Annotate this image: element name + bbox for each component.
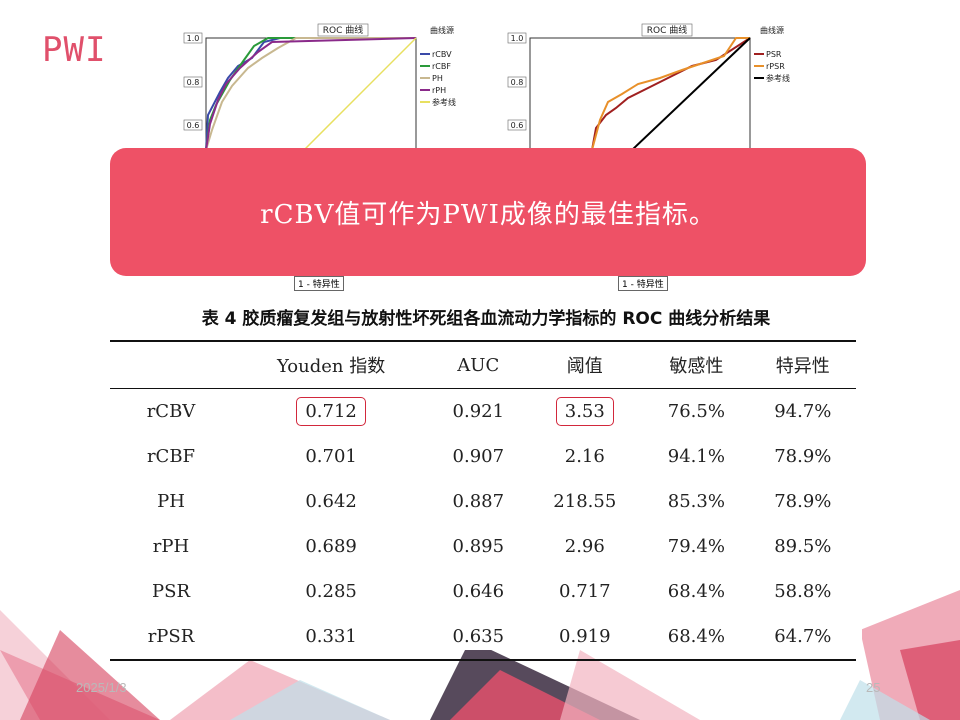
- specificity-value: 94.7%: [774, 401, 832, 422]
- table-row: rCBV 0.712 0.921 3.53 76.5% 94.7%: [110, 389, 856, 435]
- auc-value: 0.907: [452, 446, 505, 467]
- roc-right-legend-ref: 参考线: [766, 73, 790, 83]
- youden-value: 0.689: [305, 536, 357, 557]
- roc-results-table: Youden 指数 AUC 阈值 敏感性 特异性 rCBV 0.712 0.92…: [110, 340, 856, 661]
- threshold-value: 2.96: [564, 536, 605, 557]
- row-name: rCBV: [146, 401, 196, 422]
- table-header-sensitivity: 敏感性: [643, 341, 750, 389]
- roc-right-title: ROC 曲线: [647, 24, 687, 36]
- table-row: rPH 0.689 0.895 2.96 79.4% 89.5%: [110, 524, 856, 569]
- roc-left-ytick-3: 0.6: [187, 121, 200, 130]
- decorative-triangles: [0, 590, 960, 720]
- roc-left-legend-title: 曲线源: [430, 25, 454, 35]
- row-name: rCBF: [146, 446, 196, 467]
- table-row: PH 0.642 0.887 218.55 85.3% 78.9%: [110, 479, 856, 524]
- sensitivity-value: 68.4%: [643, 614, 750, 661]
- row-name: PSR: [152, 581, 190, 602]
- row-name: rPSR: [110, 614, 232, 661]
- roc-right-xlabel: 1 - 特异性: [618, 276, 668, 291]
- highlight-banner: rCBV值可作为PWI成像的最佳指标。: [110, 148, 866, 276]
- slide-title: PWI: [42, 30, 107, 70]
- roc-right-ytick-1: 1.0: [511, 34, 524, 43]
- auc-value: 0.895: [452, 536, 505, 557]
- table-row: rCBF 0.701 0.907 2.16 94.1% 78.9%: [110, 434, 856, 479]
- roc-left-legend-ref: 参考线: [432, 97, 456, 107]
- sensitivity-value: 76.5%: [667, 401, 725, 422]
- sensitivity-value: 85.3%: [667, 491, 725, 512]
- specificity-value: 89.5%: [774, 536, 832, 557]
- threshold-value: 218.55: [553, 491, 617, 512]
- sensitivity-value: 79.4%: [667, 536, 725, 557]
- specificity-value: 78.9%: [774, 446, 832, 467]
- footer-date: 2025/1/3: [76, 680, 127, 695]
- specificity-value: 64.7%: [749, 614, 856, 661]
- row-name: rPH: [152, 536, 190, 557]
- youden-value-highlighted: 0.712: [296, 397, 366, 426]
- row-name: PH: [157, 491, 185, 512]
- threshold-value: 0.717: [559, 581, 611, 602]
- roc-left-title: ROC 曲线: [323, 24, 363, 36]
- table-header-row: Youden 指数 AUC 阈值 敏感性 特异性: [110, 341, 856, 389]
- table-header-auc: AUC: [430, 341, 527, 389]
- roc-left-legend-rcbv: rCBV: [432, 50, 452, 59]
- youden-value: 0.285: [305, 581, 357, 602]
- roc-left-legend-rcbf: rCBF: [432, 62, 451, 71]
- banner-text: rCBV值可作为PWI成像的最佳指标。: [260, 199, 716, 230]
- youden-value: 0.642: [305, 491, 357, 512]
- roc-right-ytick-2: 0.8: [511, 78, 524, 87]
- roc-left-legend-ph: PH: [432, 74, 443, 83]
- table-header-blank: [110, 341, 232, 389]
- youden-value: 0.701: [305, 446, 357, 467]
- table-row: PSR 0.285 0.646 0.717 68.4% 58.8%: [110, 569, 856, 614]
- youden-value: 0.331: [232, 614, 431, 661]
- specificity-value: 58.8%: [774, 581, 832, 602]
- roc-left-xlabel: 1 - 特异性: [294, 276, 344, 291]
- roc-left-legend-rph: rPH: [432, 86, 446, 95]
- sensitivity-value: 68.4%: [667, 581, 725, 602]
- roc-results-table-panel: 表 4 胶质瘤复发组与放射性坏死组各血流动力学指标的 ROC 曲线分析结果 Yo…: [110, 300, 862, 661]
- page-number: 25: [866, 680, 881, 695]
- table-header-youden: Youden 指数: [232, 341, 431, 389]
- auc-value: 0.646: [452, 581, 505, 602]
- roc-chart-left: ROC 曲线 1.0 0.8 0.6 曲线源 rCBV rCBF PH rPH …: [168, 20, 480, 150]
- auc-value: 0.635: [430, 614, 527, 661]
- roc-right-ytick-3: 0.6: [511, 121, 524, 130]
- roc-left-ytick-1: 1.0: [187, 34, 200, 43]
- table-header-threshold: 阈值: [526, 341, 644, 389]
- table-row: rPSR 0.331 0.635 0.919 68.4% 64.7%: [110, 614, 856, 661]
- auc-value: 0.921: [452, 401, 505, 422]
- auc-value: 0.887: [452, 491, 505, 512]
- roc-right-legend-rpsr: rPSR: [766, 62, 785, 71]
- sensitivity-value: 94.1%: [667, 446, 725, 467]
- roc-left-ytick-2: 0.8: [187, 78, 200, 87]
- roc-right-legend-title: 曲线源: [760, 25, 784, 35]
- threshold-value: 2.16: [564, 446, 605, 467]
- roc-right-legend-psr: PSR: [766, 50, 782, 59]
- specificity-value: 78.9%: [774, 491, 832, 512]
- table-header-specificity: 特异性: [749, 341, 856, 389]
- roc-chart-right: ROC 曲线 1.0 0.8 0.6 曲线源 PSR rPSR 参考线: [492, 20, 812, 150]
- table-caption: 表 4 胶质瘤复发组与放射性坏死组各血流动力学指标的 ROC 曲线分析结果: [201, 309, 771, 329]
- threshold-value: 0.919: [526, 614, 644, 661]
- threshold-value-highlighted: 3.53: [555, 397, 614, 426]
